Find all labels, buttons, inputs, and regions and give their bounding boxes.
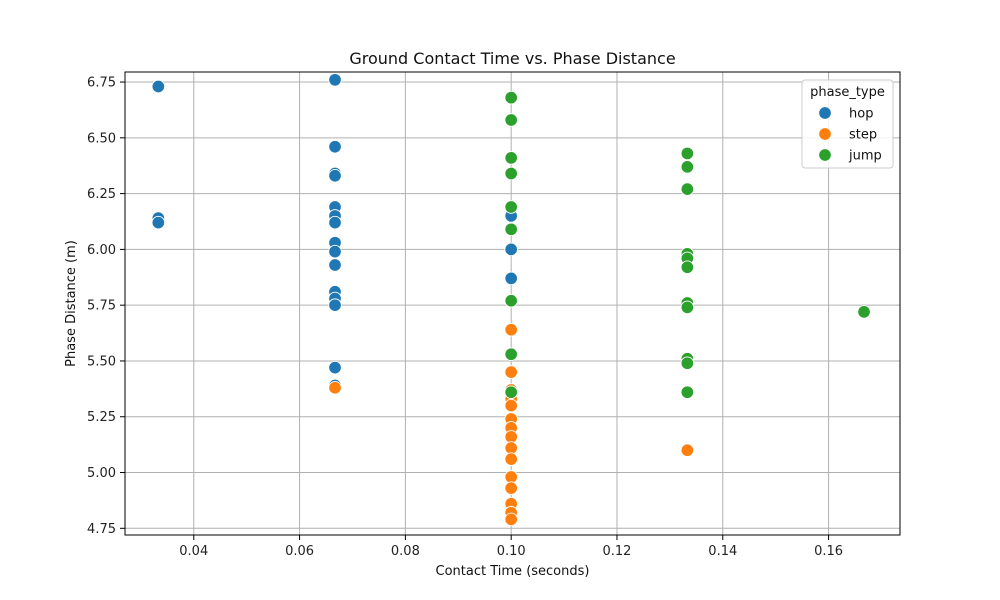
data-point-hop [328, 244, 342, 259]
data-point-hop [328, 258, 342, 272]
x-tick-label: 0.06 [285, 544, 314, 559]
data-point-step [504, 398, 518, 413]
data-point-hop [328, 139, 342, 154]
data-point-jump [680, 260, 695, 274]
data-point-step [504, 322, 518, 337]
chart-title: Ground Contact Time vs. Phase Distance [349, 49, 675, 68]
y-axis-label: Phase Distance (m) [64, 240, 79, 367]
legend-box [801, 79, 894, 169]
data-point-jump [680, 356, 695, 370]
y-tick-label: 5.25 [87, 410, 116, 425]
series-jump [504, 90, 871, 399]
legend-label-step: step [849, 128, 877, 143]
legend-marker-step [818, 127, 832, 141]
y-tick-label: 5.50 [87, 354, 116, 369]
legend-label-jump: jump [848, 149, 882, 164]
y-tick-label: 5.75 [87, 299, 116, 314]
x-tick-label: 0.14 [708, 544, 737, 559]
legend-marker-jump [818, 148, 832, 162]
data-point-jump [504, 385, 518, 399]
legend-title: phase_type [810, 85, 885, 100]
data-point-step [504, 512, 518, 527]
data-point-jump [504, 347, 518, 362]
x-tick-label: 0.08 [391, 544, 420, 559]
data-point-jump [504, 293, 518, 308]
data-point-jump [680, 160, 695, 174]
y-tick-label: 6.25 [87, 187, 116, 202]
plot-frame [124, 71, 901, 536]
data-point-step [680, 443, 695, 457]
y-tick-label: 4.75 [87, 522, 116, 537]
data-point-step [504, 452, 518, 466]
x-tick-label: 0.12 [603, 544, 632, 559]
y-tick-label: 5.00 [87, 466, 116, 481]
data-point-jump [857, 305, 871, 319]
data-point-jump [504, 90, 518, 105]
data-point-jump [504, 222, 518, 237]
y-tick-label: 6.75 [87, 76, 116, 91]
data-points [151, 73, 871, 527]
data-point-hop [504, 271, 518, 286]
y-tick-label: 6.50 [87, 131, 116, 146]
data-point-hop [328, 215, 342, 230]
data-point-hop [328, 360, 342, 375]
legend-marker-hop [818, 106, 832, 120]
data-point-step [504, 365, 518, 379]
x-tick-label: 0.04 [179, 544, 208, 559]
data-point-hop [151, 215, 166, 230]
data-point-hop [504, 242, 518, 257]
data-point-jump [504, 166, 518, 181]
legend-label-hop: hop [849, 107, 873, 122]
data-point-hop [328, 298, 342, 312]
x-tick-label: 0.10 [497, 544, 526, 559]
data-point-hop [328, 169, 342, 183]
data-point-hop [328, 73, 342, 87]
x-axis-label: Contact Time (seconds) [436, 564, 590, 579]
y-tick-label: 6.00 [87, 243, 116, 258]
x-axis-ticks: 0.04 0.06 0.08 0.10 0.12 0.14 0.16 [179, 535, 843, 559]
data-point-jump [680, 146, 695, 161]
data-point-jump [504, 200, 518, 214]
y-axis-ticks: 4.75 5.00 5.25 5.50 5.75 6.00 6.25 6.50 6.75 [87, 76, 125, 537]
data-point-jump [680, 385, 695, 399]
legend: phase_type hop step jump [801, 79, 894, 169]
data-point-step [328, 380, 342, 395]
data-point-jump [680, 182, 695, 196]
data-point-hop [151, 79, 166, 94]
data-point-jump [680, 300, 695, 315]
data-point-jump [504, 113, 518, 127]
data-point-step [504, 481, 518, 495]
data-point-jump [504, 151, 518, 165]
x-tick-label: 0.16 [814, 544, 843, 559]
